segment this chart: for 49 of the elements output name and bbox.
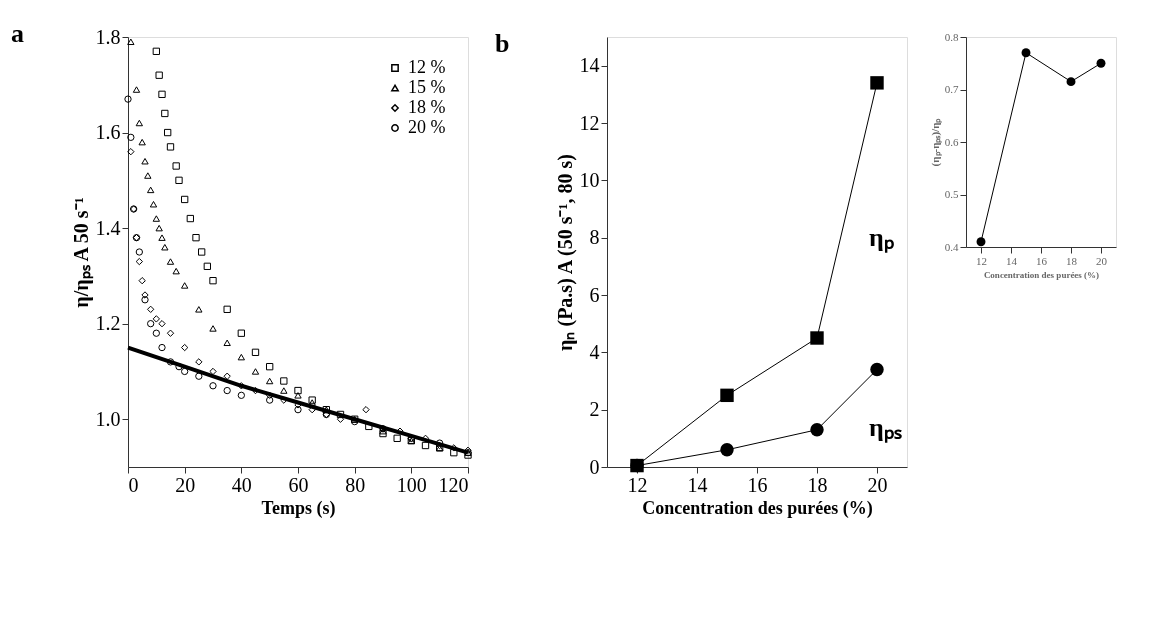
x-tick-label: 0 bbox=[128, 473, 139, 496]
y-tick-label: 0.8 bbox=[944, 30, 959, 43]
y-tick-label: 0.7 bbox=[944, 83, 959, 95]
x-tick-label: 40 bbox=[231, 473, 252, 496]
x-tick-label: 12 bbox=[976, 254, 987, 267]
y-tick-label: 1.0 bbox=[95, 407, 121, 430]
y-tick-label: 10 bbox=[579, 168, 600, 191]
y-tick-label: 2 bbox=[589, 398, 600, 421]
x-tick-label: 18 bbox=[807, 473, 828, 496]
chart-title: a bbox=[11, 19, 24, 48]
x-tick-label: 20 bbox=[867, 473, 888, 496]
x-tick-label: 60 bbox=[288, 473, 309, 496]
y-tick-label: 0.6 bbox=[944, 135, 959, 148]
series-label: ηₚ bbox=[869, 223, 894, 254]
y-tick-label: 8 bbox=[589, 226, 600, 249]
x-tick-label: 16 bbox=[747, 473, 768, 496]
y-axis-title: η/ηₚₛ A 50 s⁻¹ bbox=[69, 197, 94, 308]
y-axis-title: (ηₚ-ηₚₛ)/ηₚ bbox=[928, 117, 942, 167]
x-axis-title: Concentration des purées (%) bbox=[983, 269, 1100, 280]
legend-label: 20 % bbox=[408, 117, 446, 137]
y-tick-label: 0 bbox=[589, 455, 600, 478]
y-axis-title: ηₙ (Pa.s) A (50 s⁻¹, 80 s) bbox=[553, 154, 577, 351]
x-tick-label: 14 bbox=[1006, 254, 1018, 267]
series-label: ηₚₛ bbox=[869, 412, 902, 443]
legend-label: 12 % bbox=[408, 57, 446, 77]
y-tick-label: 0.4 bbox=[944, 240, 959, 253]
y-tick-label: 1.6 bbox=[95, 121, 121, 144]
y-tick-label: 1.8 bbox=[95, 25, 121, 48]
x-tick-label: 100 bbox=[396, 473, 427, 496]
x-tick-label: 18 bbox=[1066, 254, 1078, 267]
x-tick-label: 80 bbox=[345, 473, 366, 496]
y-tick-label: 6 bbox=[589, 283, 600, 306]
x-tick-label: 120 bbox=[438, 473, 469, 496]
x-axis-title: Concentration des purées (%) bbox=[642, 497, 873, 519]
y-tick-label: 1.4 bbox=[95, 216, 121, 239]
x-axis-title: Temps (s) bbox=[261, 497, 336, 519]
x-tick-label: 20 bbox=[175, 473, 196, 496]
x-tick-label: 16 bbox=[1036, 254, 1048, 267]
y-tick-label: 0.5 bbox=[944, 188, 959, 200]
y-tick-label: 4 bbox=[589, 340, 600, 363]
chart-title: b bbox=[495, 29, 510, 58]
legend-label: 18 % bbox=[408, 97, 446, 117]
legend-label: 15 % bbox=[408, 77, 446, 97]
x-tick-label: 12 bbox=[627, 473, 648, 496]
y-tick-label: 14 bbox=[579, 54, 600, 77]
y-tick-label: 1.2 bbox=[95, 312, 121, 335]
y-tick-label: 12 bbox=[579, 111, 600, 134]
x-tick-label: 14 bbox=[687, 473, 708, 496]
x-tick-label: 20 bbox=[1096, 254, 1108, 267]
